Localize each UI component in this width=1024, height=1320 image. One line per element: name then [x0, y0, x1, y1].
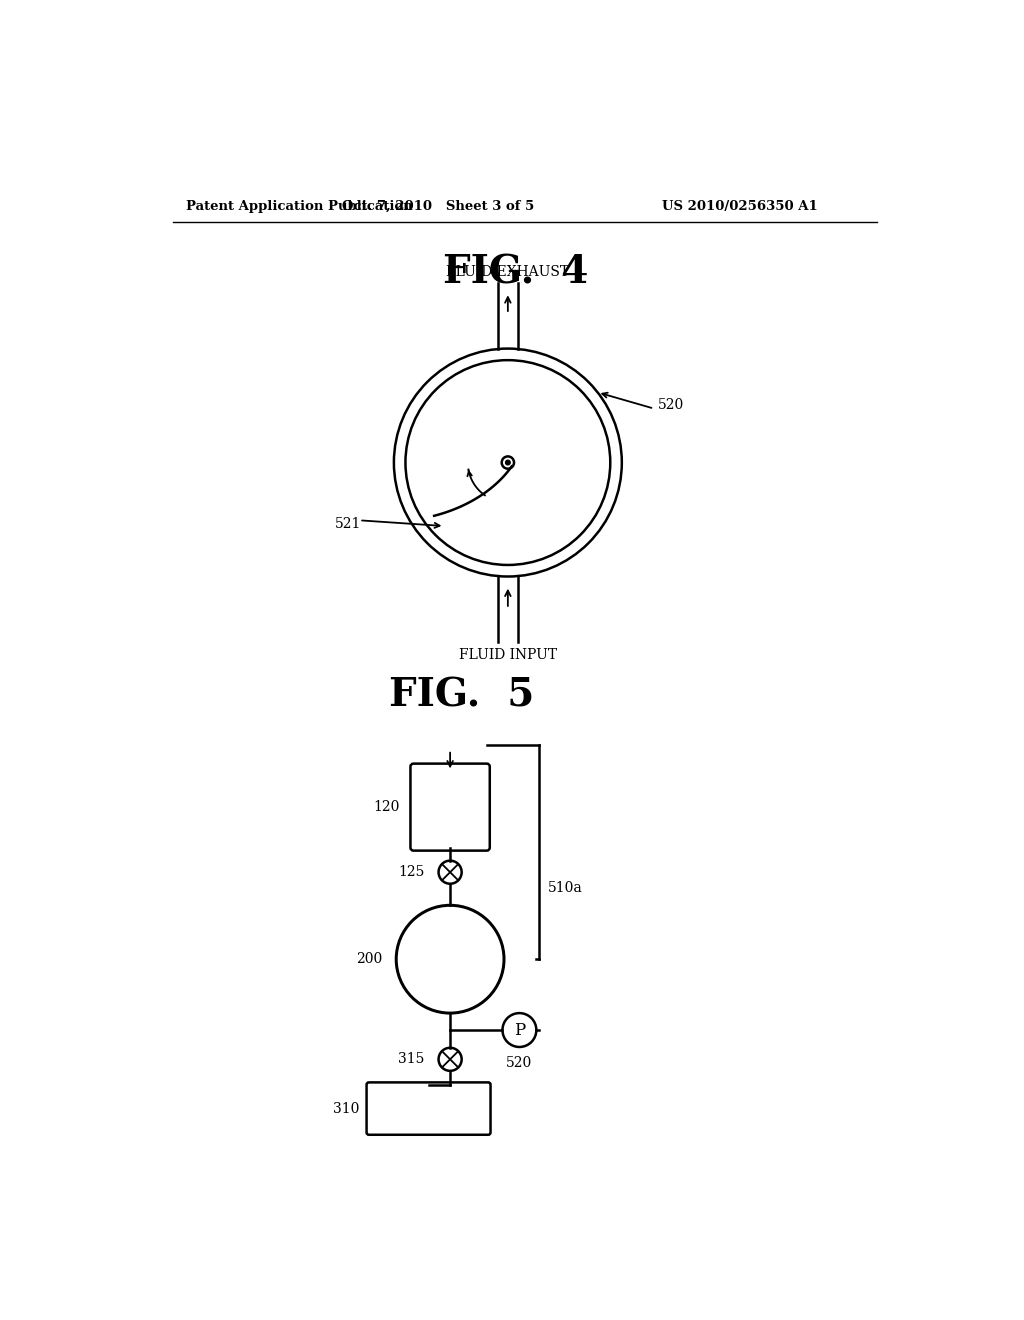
Text: 120: 120 [374, 800, 399, 814]
Text: FLUID EXHAUST: FLUID EXHAUST [446, 265, 569, 280]
Text: 520: 520 [658, 397, 684, 412]
Text: FIG.  4: FIG. 4 [442, 253, 588, 292]
Text: 310: 310 [333, 1102, 359, 1115]
Text: Oct. 7, 2010   Sheet 3 of 5: Oct. 7, 2010 Sheet 3 of 5 [342, 199, 535, 213]
Text: 200: 200 [356, 952, 382, 966]
Text: Patent Application Publication: Patent Application Publication [186, 199, 413, 213]
Circle shape [506, 461, 510, 465]
Text: FIG.  5: FIG. 5 [389, 677, 535, 715]
Text: 315: 315 [398, 1052, 425, 1067]
Text: 521: 521 [335, 517, 361, 531]
Text: FLUID INPUT: FLUID INPUT [459, 648, 557, 663]
Text: 125: 125 [398, 865, 425, 879]
FancyBboxPatch shape [367, 1082, 490, 1135]
Text: US 2010/0256350 A1: US 2010/0256350 A1 [662, 199, 817, 213]
Text: P: P [514, 1022, 525, 1039]
Text: 520: 520 [506, 1056, 532, 1071]
FancyBboxPatch shape [411, 763, 489, 850]
Text: 510a: 510a [548, 880, 583, 895]
